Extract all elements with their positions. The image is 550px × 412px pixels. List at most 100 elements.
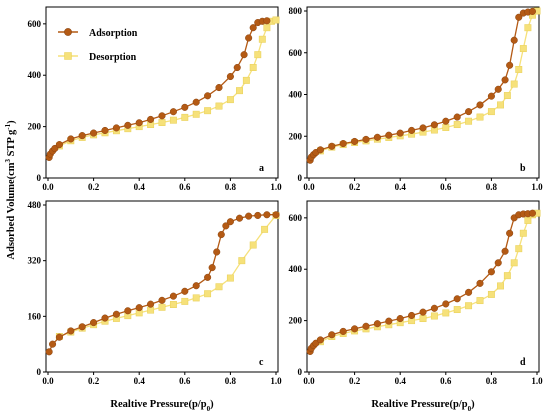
panel-b-desorption-point: [476, 113, 484, 121]
panel-a-adsorption-point: [215, 84, 223, 92]
panel-c-series: [45, 211, 280, 356]
panel-d-adsorption-point: [339, 327, 347, 335]
panel-c-desorption-point: [158, 303, 166, 311]
panel-d-desorption-point: [515, 245, 523, 253]
panel-c-adsorption-point: [90, 319, 98, 327]
panel-c-adsorption-point: [181, 287, 189, 295]
panel-b-adsorption-point: [385, 131, 393, 139]
panel-c-adsorption-point: [192, 282, 200, 290]
panel-b-desorption-point: [510, 80, 518, 88]
panel-d-adsorption-point: [528, 209, 536, 217]
panel-b-adsorption-point: [476, 101, 484, 109]
panel-d-adsorption-point: [373, 320, 381, 328]
panel-b-adsorption-point: [442, 117, 450, 125]
panel-b-desorption-point: [453, 121, 461, 129]
panel-b-adsorption-point: [396, 129, 404, 137]
panel-d-adsorption-point: [351, 325, 359, 333]
panel-a-adsorption-point: [67, 135, 75, 143]
panel-c-adsorption-point: [55, 333, 63, 341]
panel-c-xtick-label: 0.0: [42, 376, 54, 386]
panel-a-desorption-point: [272, 16, 280, 24]
panel-b-adsorption-point: [408, 126, 416, 134]
panel-c-xtick-label: 0.8: [225, 376, 237, 386]
panel-a-adsorption-point: [204, 92, 212, 100]
panel-b-ticks: 0.0 0.2 0.4 0.6 0.8 1.0 0 200 400 600 800: [289, 6, 544, 192]
panel-b-xtick-label: 0.2: [349, 182, 361, 192]
panel-d-xtick-label: 0.8: [486, 376, 498, 386]
panel-d-adsorption-point: [408, 311, 416, 320]
panel-a-desorption-point: [192, 110, 200, 118]
panel-a: 0.0 0.2 0.4 0.6 0.8 1.0 0 200 400 600 a: [28, 6, 283, 192]
panel-a-ytick-label: 0: [37, 173, 42, 183]
y-axis-label: Adsorbed Volume(cm3 STP g-1): [4, 120, 17, 260]
panel-a-ytick-label: 200: [28, 122, 42, 132]
panel-b-adsorption-point: [501, 76, 509, 84]
panel-d-desorption-point: [442, 309, 450, 317]
panel-a-frame: [45, 6, 279, 179]
panel-b-desorption-point: [519, 45, 527, 53]
panel-b-desorption-point: [442, 124, 450, 131]
panel-b-adsorption-point: [339, 140, 347, 148]
panel-a-adsorption-point: [51, 144, 59, 153]
panel-c-desorption-point: [215, 283, 223, 291]
panel-b-adsorption-point: [373, 133, 381, 141]
panel-d-adsorption-point: [419, 308, 427, 316]
panel-c-adsorption-point: [208, 264, 216, 272]
panel-a-xtick-label: 0.0: [42, 182, 54, 192]
panel-b-adsorption-point: [430, 121, 438, 129]
panel-d-adsorption-point: [316, 336, 324, 344]
panel-b-desorption-point: [465, 117, 473, 125]
panel-a-desorption-point: [204, 107, 212, 115]
panel-d-desorption-point: [497, 282, 504, 290]
panel-c-adsorption-point: [67, 327, 75, 335]
panel-c-adsorption-point: [226, 218, 234, 226]
panel-c-adsorption-point: [124, 307, 132, 315]
panel-b-adsorption-point: [515, 13, 523, 21]
panel-b-adsorption-point: [351, 137, 359, 146]
panel-a-desorption-point: [226, 96, 234, 104]
panel-d-adsorption-point: [430, 304, 438, 312]
panel-c-xtick-label: 1.0: [270, 376, 282, 386]
panel-c-adsorption-point: [49, 340, 57, 348]
panel-d-xtick-label: 0.0: [303, 376, 315, 386]
panel-d-xtick-label: 0.6: [440, 376, 452, 386]
panel-a-adsorption-point: [55, 141, 63, 149]
panel-c-desorption-point: [249, 241, 257, 249]
panel-b-desorption-point: [503, 92, 511, 99]
panel-c-adsorption-point: [135, 304, 143, 312]
panel-a-ticks: 0.0 0.2 0.4 0.6 0.8 1.0 0 200 400 600: [28, 19, 283, 192]
panel-a-desorption-point: [263, 24, 271, 32]
panel-d-desorption-point: [503, 272, 511, 280]
panel-b-adsorption-point: [316, 146, 324, 154]
legend-desorption-label: Desorption: [89, 52, 137, 63]
panel-c-ytick-label: 480: [28, 200, 42, 210]
panel-a-adsorption-point: [147, 115, 155, 123]
panel-c-desorption-point: [226, 274, 234, 282]
panel-d-adsorption-line: [309, 212, 533, 352]
panel-c-adsorption-point: [204, 273, 212, 281]
panel-d-desorption-point: [487, 290, 495, 298]
panel-a-ytick-label: 600: [28, 19, 42, 29]
panel-b-ytick-label: 400: [289, 90, 303, 100]
legend-item-adsorption: Adsorption: [58, 28, 138, 39]
x-axis-label-right: Realtive Pressure(p/p0): [371, 399, 475, 412]
panel-d-ytick-label: 600: [289, 213, 303, 223]
panel-c-ytick-label: 160: [28, 311, 42, 321]
panel-c-adsorption-point: [217, 231, 225, 239]
panel-c-adsorption-point: [213, 248, 221, 256]
panel-d-xtick-label: 0.2: [349, 376, 361, 386]
panel-d-ytick-label: 400: [289, 264, 303, 274]
panel-a-desorption-point: [236, 87, 243, 95]
panel-a-xtick-label: 1.0: [270, 182, 282, 192]
panel-d-adsorption-point: [465, 288, 473, 296]
panel-b-adsorption-point: [528, 7, 536, 15]
panel-a-desorption-point: [215, 102, 223, 110]
panel-c-xtick-label: 0.4: [134, 376, 146, 386]
panel-b-xtick-label: 0.4: [395, 182, 407, 192]
legend-adsorption-marker: [64, 28, 72, 36]
panel-c-ytick-label: 0: [37, 367, 42, 377]
x-axis-label-left: Realtive Pressure(p/p0): [110, 399, 214, 412]
panel-a-desorption-point: [249, 64, 257, 71]
panel-b-xtick-label: 0.0: [303, 182, 315, 192]
panel-d-desorption-point: [476, 297, 484, 305]
